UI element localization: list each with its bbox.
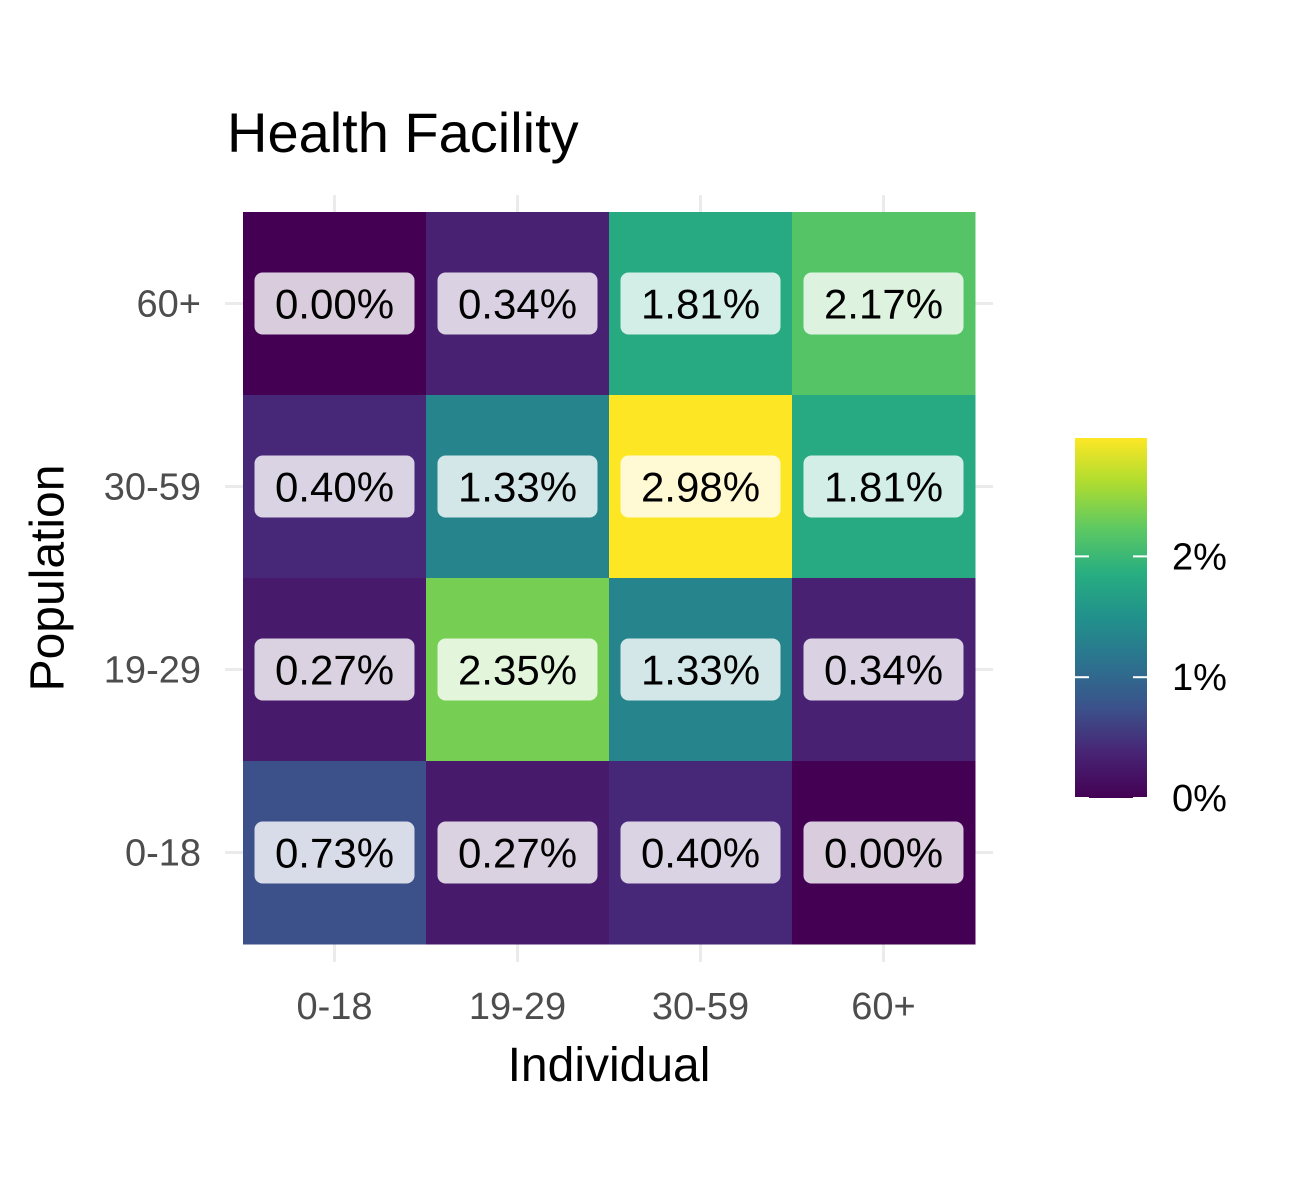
chart-title: Health Facility	[227, 101, 579, 164]
cell-label-box	[620, 821, 781, 884]
x-tick-label: 60+	[851, 986, 915, 1028]
cell-label-box	[437, 821, 598, 884]
x-tick-label: 19-29	[469, 986, 566, 1028]
cell-value-label: 1.33%	[641, 647, 760, 694]
x-tick-label: 30-59	[652, 986, 749, 1028]
cell-value-label: 2.17%	[824, 281, 943, 328]
cell-label-box	[437, 455, 598, 518]
y-tick-label: 30-59	[104, 467, 201, 509]
cell-label-box	[620, 272, 781, 335]
x-axis-label: Individual	[507, 1039, 711, 1092]
cell-value-label: 0.40%	[275, 464, 394, 511]
cell-value-label: 0.00%	[824, 830, 943, 877]
y-tick-label: 60+	[137, 284, 201, 326]
legend-tick-label: 2%	[1172, 536, 1227, 578]
legend-colorbar	[1075, 438, 1147, 798]
cell-value-label: 0.73%	[275, 830, 394, 877]
cell-label-box	[620, 638, 781, 701]
legend-tick-label: 0%	[1172, 778, 1227, 820]
y-axis-label: Population	[21, 464, 75, 692]
x-tick-labels: 0-18 19-29 30-59 60+	[296, 986, 915, 1028]
cell-label-box	[254, 821, 415, 884]
legend-tick-label: 1%	[1172, 657, 1227, 699]
cell-label-box	[254, 272, 415, 335]
y-tick-label: 19-29	[104, 650, 201, 692]
cell-value-label: 2.98%	[641, 464, 760, 511]
cell-value-label: 1.81%	[824, 464, 943, 511]
cell-label-box	[620, 455, 781, 518]
cell-label-box	[803, 272, 964, 335]
cell-value-label: 0.40%	[641, 830, 760, 877]
y-tick-labels: 0-18 19-29 30-59 60+	[104, 284, 201, 875]
cell-value-label: 2.35%	[458, 647, 577, 694]
cell-label-box	[803, 821, 964, 884]
cell-label-box	[254, 455, 415, 518]
cell-value-label: 0.34%	[458, 281, 577, 328]
y-tick-label: 0-18	[125, 833, 201, 875]
x-tick-label: 0-18	[296, 986, 372, 1028]
cell-label-box	[803, 638, 964, 701]
color-legend: 0% 1% 2%	[1075, 438, 1227, 820]
cell-value-label: 0.34%	[824, 647, 943, 694]
cell-value-label: 0.00%	[275, 281, 394, 328]
cell-value-label: 1.33%	[458, 464, 577, 511]
cell-label-box	[254, 638, 415, 701]
cell-label-box	[437, 638, 598, 701]
cell-labels: 0.00% 0.34% 1.81% 2.17% 0.40% 1.33% 2.98% 1.81%…	[254, 272, 964, 884]
cell-value-label: 0.27%	[458, 830, 577, 877]
cell-label-box	[803, 455, 964, 518]
cell-label-box	[437, 272, 598, 335]
cell-value-label: 1.81%	[641, 281, 760, 328]
cell-value-label: 0.27%	[275, 647, 394, 694]
